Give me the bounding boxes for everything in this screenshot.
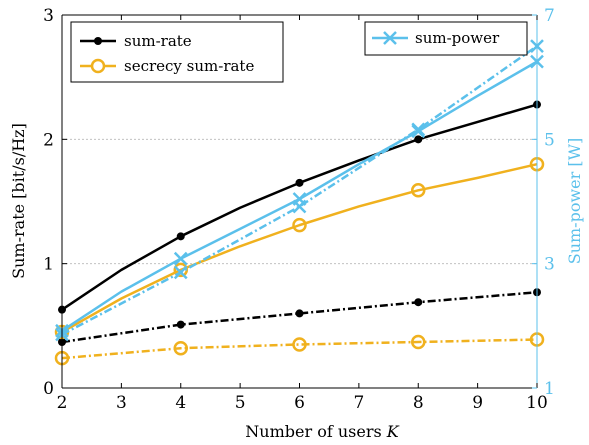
ticks: 2 3 4 5 6 7 8 9 10 0 1 2 3 1 3 5 7 xyxy=(43,6,555,413)
x-tick-label: 9 xyxy=(472,393,483,413)
data-point-secrecy-sum-rate xyxy=(411,183,426,198)
y-tick-label-right: 7 xyxy=(544,6,555,26)
data-point-sum-rate xyxy=(176,232,185,241)
series-layer xyxy=(54,39,545,366)
data-point-sum-rate xyxy=(414,298,423,307)
series-line-sum-power-dashdot xyxy=(61,45,538,336)
y-tick-label-right: 1 xyxy=(544,379,555,399)
legend-sum-rate-marker xyxy=(94,37,102,45)
y-tick-label-left: 0 xyxy=(43,379,54,399)
y-tick-label-right: 3 xyxy=(544,255,555,275)
data-point-sum-power xyxy=(411,122,426,137)
y-tick-label-left: 3 xyxy=(43,6,54,26)
series-line-secrecy-sum-rate-dashdot xyxy=(61,338,538,360)
series-line-secrecy-sum-rate-solid xyxy=(61,162,538,334)
legend-secrecy-marker xyxy=(90,58,106,74)
data-point-secrecy-sum-rate xyxy=(292,217,307,233)
x-tick-label: 10 xyxy=(526,393,548,413)
legend-sum-rate-label: sum-rate xyxy=(124,32,192,50)
data-point-sum-rate xyxy=(176,320,185,329)
y-tick-label-left: 1 xyxy=(43,255,54,275)
data-point-secrecy-sum-rate xyxy=(173,340,188,356)
series-line-sum-rate-dashdot xyxy=(61,291,538,344)
data-point-sum-rate xyxy=(295,178,304,187)
series-line-sum-power-solid xyxy=(61,60,538,332)
x-tick-label: 4 xyxy=(175,393,186,413)
x-tick-label: 7 xyxy=(353,393,364,413)
legend-sum-power-label: sum-power xyxy=(415,29,500,47)
x-tick-label: 5 xyxy=(235,393,246,413)
y-axis-title-right: Sum-power [W] xyxy=(565,138,584,265)
legend-sum-power-marker xyxy=(383,31,397,45)
data-point-sum-rate xyxy=(295,309,304,318)
x-tick-label: 2 xyxy=(57,393,68,413)
data-point-sum-power xyxy=(173,265,188,280)
data-point-sum-power xyxy=(173,251,188,266)
data-point-secrecy-sum-rate xyxy=(292,337,307,352)
x-tick-label: 8 xyxy=(413,393,424,413)
x-axis-title: Number of users K xyxy=(245,422,400,441)
legend-right: sum-power xyxy=(364,21,528,56)
legend-left: sum-rate secrecy sum-rate xyxy=(70,21,284,83)
data-point-sum-power xyxy=(292,199,307,214)
grid xyxy=(62,138,537,265)
legend-secrecy-label: secrecy sum-rate xyxy=(124,57,254,75)
y-tick-label-right: 5 xyxy=(544,130,555,150)
y-tick-label-left: 2 xyxy=(43,130,54,150)
data-point-sum-rate xyxy=(414,135,423,144)
x-tick-label: 6 xyxy=(294,393,305,413)
data-point-sum-power xyxy=(411,124,426,139)
legend-left-box xyxy=(70,21,284,83)
x-tick-label: 3 xyxy=(116,393,127,413)
data-point-secrecy-sum-rate xyxy=(411,334,426,350)
y-axis-title-left: Sum-rate [bit/s/Hz] xyxy=(9,123,28,279)
